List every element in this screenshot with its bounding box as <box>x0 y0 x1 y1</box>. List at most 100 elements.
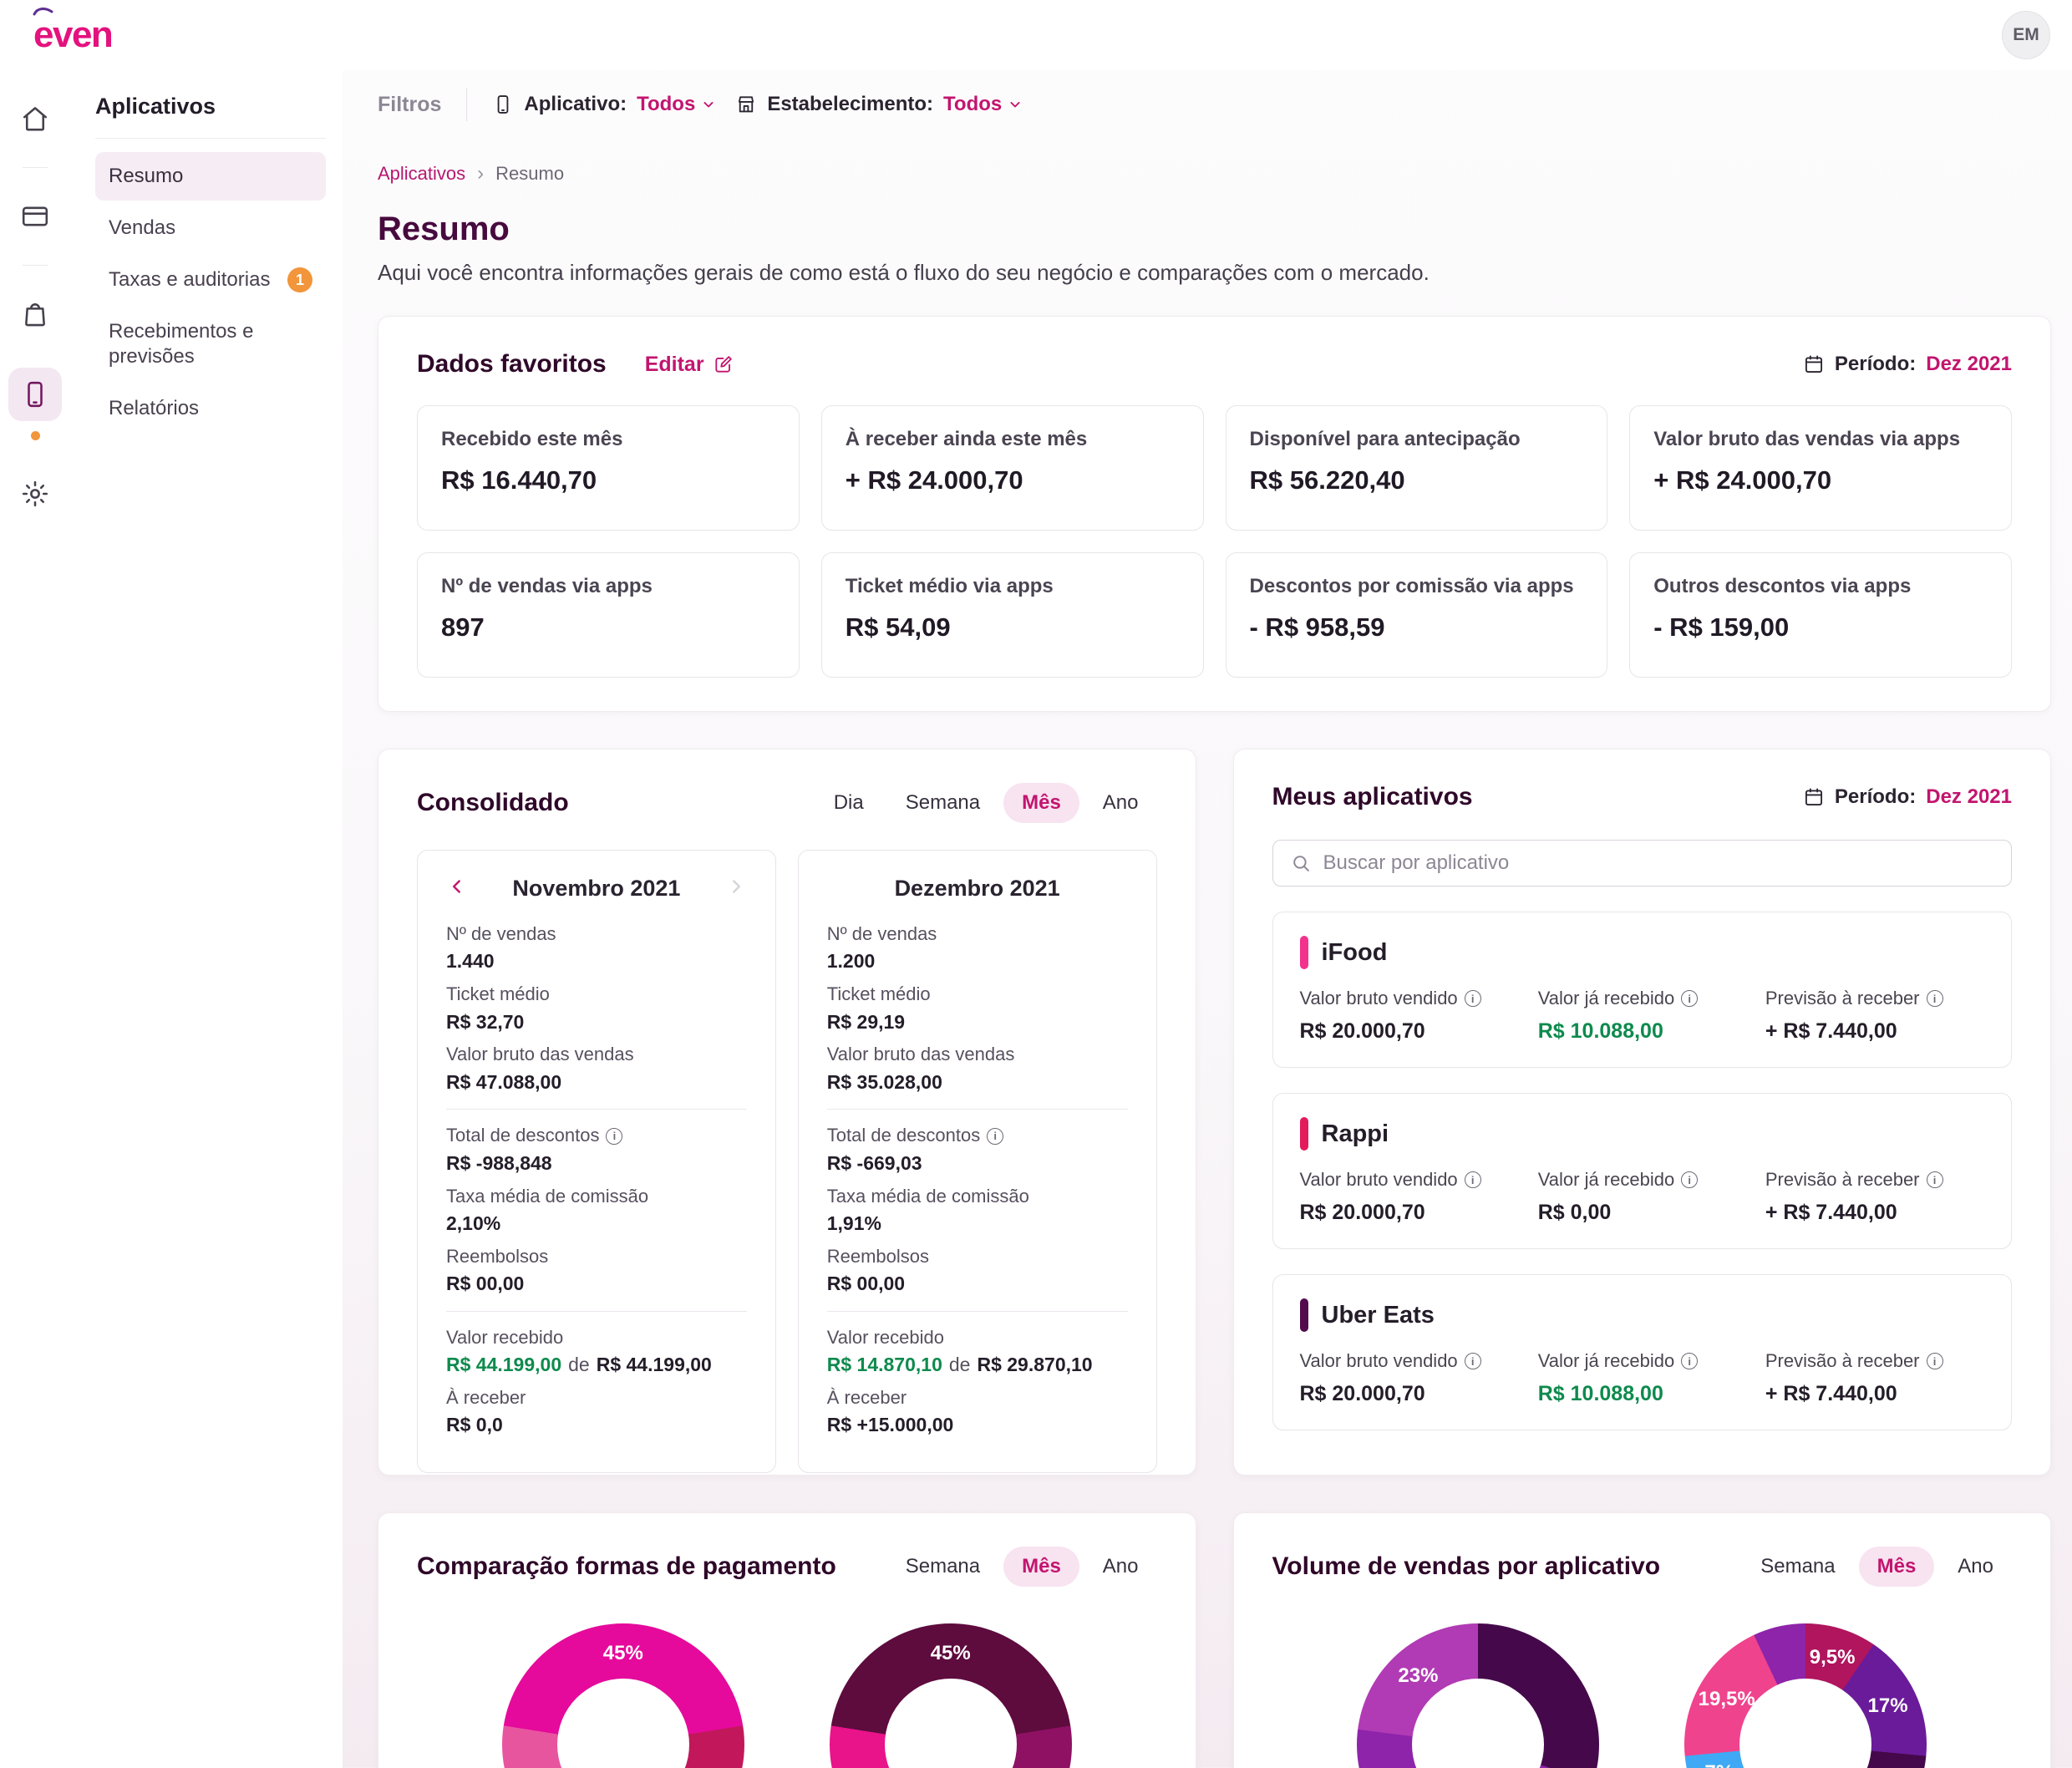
app-card: Rappi Valor bruto vendido R$ 20.000,70 <box>1272 1093 2012 1249</box>
stat-card: Recebido este mês R$ 16.440,70 <box>417 405 800 531</box>
shopping-bag-icon[interactable] <box>8 287 62 341</box>
month-stat-row: Taxa média de comissão 2,10% <box>446 1185 649 1234</box>
calendar-icon <box>1805 788 1822 806</box>
smartphone-apps-icon[interactable] <box>8 368 62 421</box>
info-icon[interactable] <box>1681 1353 1699 1369</box>
consolidated-card: Consolidado Dia Semana Mês Ano <box>378 749 1196 1476</box>
brand-logo[interactable]: even <box>33 8 114 53</box>
tab[interactable]: Semana <box>1742 1547 1853 1587</box>
icon-rail <box>0 70 70 1768</box>
month-stat-row: Ticket médio R$ 32,70 <box>446 983 550 1033</box>
rail-divider <box>23 167 48 168</box>
info-icon[interactable] <box>606 1127 623 1145</box>
payment-comparison-card: Comparação formas de pagamento Semana Mê… <box>378 1512 1196 1768</box>
favorites-card: Dados favoritos Editar Período: Dez 2021… <box>378 316 2051 712</box>
tab[interactable]: Dia <box>815 783 882 823</box>
month-card-november: Novembro 2021 Nº de vendas <box>417 850 776 1474</box>
period-value[interactable]: Dez 2021 <box>1926 785 2012 808</box>
divider <box>466 88 468 121</box>
stat-card: Valor bruto das vendas via apps + R$ 24.… <box>1629 405 2012 531</box>
tab[interactable]: Mês <box>1003 783 1079 823</box>
info-icon[interactable] <box>1464 1171 1481 1188</box>
my-apps-card: Meus aplicativos Período: Dez 2021 i <box>1232 749 2051 1476</box>
info-icon[interactable] <box>1464 990 1481 1007</box>
edit-favorites-button[interactable]: Editar <box>645 353 734 377</box>
donut-segment-label: 23% <box>1398 1664 1439 1688</box>
filter-estabelecimento-value[interactable]: Todos <box>943 93 1023 116</box>
month-stat-row: À receber R$ 0,0 <box>446 1386 526 1436</box>
filter-aplicativo-value[interactable]: Todos <box>637 93 717 116</box>
card-icon[interactable] <box>8 190 62 243</box>
tab[interactable]: Mês <box>1858 1547 1935 1587</box>
breadcrumb: Aplicativos › Resumo <box>378 162 2051 185</box>
month-stat-row: Valor recebido R$ 44.199,00 de R$ 44.199… <box>446 1326 712 1376</box>
month-stat-row: Taxa média de comissão 1,91% <box>826 1185 1029 1234</box>
sidebar-menu: Resumo Vendas Taxas e auditorias 1 Receb… <box>95 152 326 433</box>
sidebar-item[interactable]: Recebimentos e previsões <box>109 320 254 368</box>
info-icon[interactable] <box>1681 990 1699 1007</box>
payment-comparison-title: Comparação formas de pagamento <box>417 1552 836 1580</box>
tab[interactable]: Ano <box>1084 783 1157 823</box>
period-selector: Período: Dez 2021 <box>1803 353 2012 376</box>
donut-chart: 45% <box>829 1623 1072 1768</box>
app-card: iFood Valor bruto vendido R$ 20.000,70 <box>1272 912 2012 1068</box>
volume-by-app-tabs: Semana Mês Ano <box>1742 1547 2012 1587</box>
sidebar-item[interactable]: Vendas <box>109 216 176 239</box>
donut-segment-label: 45% <box>602 1642 643 1665</box>
apps-list: iFood Valor bruto vendido R$ 20.000,70 <box>1272 912 2012 1430</box>
filter-aplicativo[interactable]: Aplicativo: Todos <box>492 93 717 116</box>
gear-icon[interactable] <box>8 467 62 521</box>
info-icon[interactable] <box>1681 1171 1699 1188</box>
month-stat-row: Nº de vendas 1.200 <box>826 923 937 973</box>
sidebar-item[interactable]: Resumo <box>95 152 326 201</box>
page-title: Resumo <box>378 211 510 247</box>
tab[interactable]: Mês <box>1003 1547 1079 1587</box>
tab[interactable]: Semana <box>887 783 998 823</box>
month-stat-row: Valor bruto das vendas R$ 35.028,00 <box>826 1044 1128 1110</box>
donut-segment-label: 17% <box>1867 1694 1908 1717</box>
favorites-grid: Recebido este mês R$ 16.440,70 À receber… <box>417 405 2012 678</box>
tab[interactable]: Ano <box>1939 1547 2012 1587</box>
month-stat-row: À receber R$ +15.000,00 <box>826 1386 954 1436</box>
chevron-down-icon <box>1010 102 1020 108</box>
donut-segment-label: 7% <box>1704 1761 1734 1768</box>
info-icon[interactable] <box>1464 1353 1481 1369</box>
sidebar: Aplicativos Resumo Vendas Taxas e audito… <box>70 70 343 1768</box>
app-color-bar <box>1299 1117 1308 1151</box>
filter-estabelecimento[interactable]: Estabelecimento: Todos <box>735 93 1023 116</box>
month-stat-row: Valor recebido R$ 14.870,10 de R$ 29.870… <box>826 1326 1093 1376</box>
info-icon[interactable] <box>1926 990 1943 1007</box>
user-avatar[interactable]: EM <box>2002 11 2050 59</box>
sidebar-title: Aplicativos <box>95 94 326 139</box>
donut-chart: 47%23% <box>1357 1623 1600 1768</box>
sidebar-item[interactable]: Relatórios <box>109 397 200 419</box>
search-input[interactable] <box>1323 851 1994 875</box>
info-icon[interactable] <box>1926 1171 1943 1188</box>
previous-month-button[interactable] <box>446 876 468 897</box>
my-apps-title: Meus aplicativos <box>1272 783 1473 810</box>
donut-segment-label: 45% <box>930 1642 971 1665</box>
breadcrumb-parent[interactable]: Aplicativos <box>378 163 466 184</box>
period-selector: Período: Dez 2021 <box>1803 785 2012 809</box>
month-stat-row: Valor bruto das vendas R$ 47.088,00 <box>446 1044 747 1110</box>
sidebar-item[interactable]: Taxas e auditorias 1 <box>95 256 326 304</box>
calendar-icon <box>1805 355 1822 373</box>
info-icon[interactable] <box>987 1127 1004 1145</box>
next-month-button[interactable] <box>725 876 747 897</box>
tab[interactable]: Ano <box>1084 1547 1157 1587</box>
info-icon[interactable] <box>1926 1353 1943 1369</box>
breadcrumb-current: Resumo <box>495 163 565 184</box>
month-stat-row: Reembolsos R$ 00,00 <box>826 1246 1128 1312</box>
notification-dot <box>30 431 40 440</box>
home-icon[interactable] <box>8 92 62 145</box>
filter-bar: Filtros Aplicativo: Todos Estabeleciment… <box>378 85 2051 124</box>
page-subtitle: Aqui você encontra informações gerais de… <box>378 260 1430 285</box>
period-value[interactable]: Dez 2021 <box>1926 353 2012 375</box>
stat-card: Nº de vendas via apps 897 <box>417 552 800 678</box>
tab[interactable]: Semana <box>887 1547 998 1587</box>
stat-card: Disponível para antecipação R$ 56.220,40 <box>1225 405 1608 531</box>
app-card: Uber Eats Valor bruto vendido R$ 20.000,… <box>1272 1274 2012 1430</box>
month-stat-row: Ticket médio R$ 29,19 <box>826 983 931 1033</box>
app-color-bar <box>1299 936 1308 969</box>
stat-card: Ticket médio via apps R$ 54,09 <box>820 552 1204 678</box>
